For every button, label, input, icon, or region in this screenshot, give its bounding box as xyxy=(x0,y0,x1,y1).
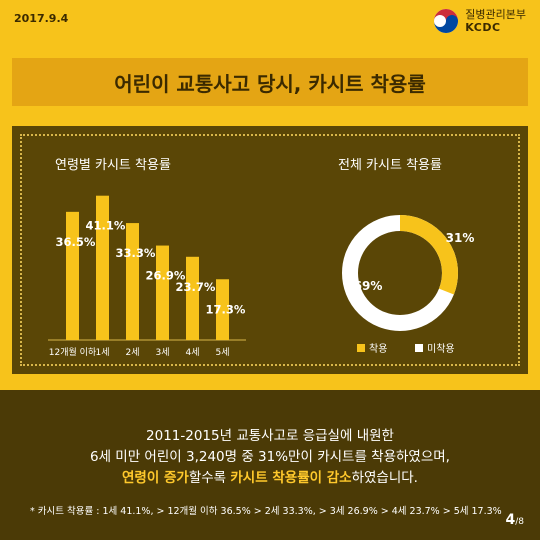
bar-tick-label-4: 4세 xyxy=(185,347,199,358)
title-bar: 어린이 교통사고 당시, 카시트 착용률 xyxy=(12,58,528,106)
bar-data-label-4: 23.7% xyxy=(176,280,216,294)
bar-tick-label-2: 2세 xyxy=(125,347,139,358)
bar-tick-label-3: 3세 xyxy=(155,347,169,358)
date-label: 2017.9.4 xyxy=(14,12,69,25)
summary-highlight-decrease: 카시트 착용률이 감소 xyxy=(230,470,352,486)
bar-tick-label-0: 12개월 이하 xyxy=(49,346,97,358)
bar-data-label-3: 26.9% xyxy=(146,269,186,283)
dotted-border xyxy=(20,134,520,366)
bar-4 xyxy=(186,256,199,340)
footnote: * 카시트 착용률 : 1세 41.1%, > 12개월 이하 36.5% > … xyxy=(30,506,502,517)
bar-1 xyxy=(96,195,109,340)
page-current: 4 xyxy=(505,512,516,528)
bar-0 xyxy=(66,211,79,340)
taegeuk-logo-icon xyxy=(434,9,459,33)
bar-5 xyxy=(216,279,229,340)
bar-data-label-0: 36.5% xyxy=(56,235,96,249)
summary-line-3-mid: 할수록 xyxy=(188,470,231,486)
bar-chart-title: 연령별 카시트 착용률 xyxy=(55,158,171,173)
bar-data-label-2: 33.3% xyxy=(116,246,156,260)
donut-chart-title: 전체 카시트 착용률 xyxy=(338,158,442,173)
bar-data-label-1: 41.1% xyxy=(86,219,126,233)
summary-line-3-end: 하였습니다. xyxy=(351,470,418,486)
bar-tick-label-1: 1세 xyxy=(95,347,109,358)
summary-text: 2011-2015년 교통사고로 응급실에 내원한 6세 미만 어린이 3,24… xyxy=(0,426,540,489)
summary-line-1: 2011-2015년 교통사고로 응급실에 내원한 xyxy=(146,428,394,444)
bar-data-label-5: 17.3% xyxy=(206,302,246,316)
page-title: 어린이 교통사고 당시, 카시트 착용률 xyxy=(114,71,426,96)
org-name: 질병관리본부 xyxy=(465,8,526,21)
bar-3 xyxy=(156,245,169,340)
org-brand: 질병관리본부 KCDC xyxy=(433,8,526,34)
summary-line-2: 6세 미만 어린이 3,240명 중 31%만이 카시트를 착용하였으며, xyxy=(90,449,450,465)
bar-tick-label-5: 5세 xyxy=(215,347,229,358)
summary-line-3: 연령이 증가할수록 카시트 착용률이 감소하였습니다. xyxy=(0,468,540,489)
summary-background xyxy=(0,390,540,540)
summary-highlight-age: 연령이 증가 xyxy=(122,470,189,486)
page-indicator: 4/8 xyxy=(505,512,524,528)
bar-2 xyxy=(126,223,139,340)
org-abbr: KCDC xyxy=(465,21,501,34)
page-total: /8 xyxy=(515,517,524,527)
